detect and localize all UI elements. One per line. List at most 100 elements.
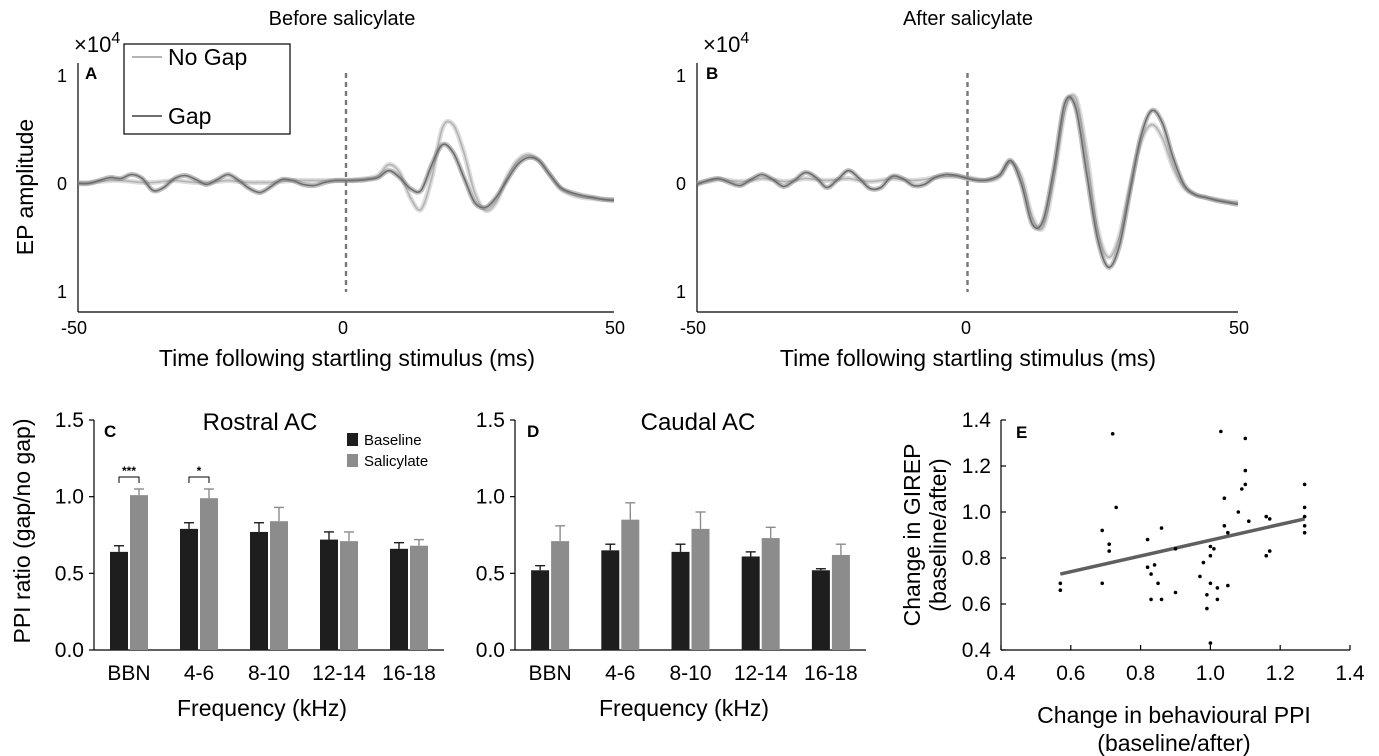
panel-b-series-group: [696, 73, 1239, 292]
scatter-point: [1058, 581, 1063, 586]
panel-d-title: Caudal AC: [641, 409, 756, 436]
panel-b-x-tick-label: -50: [680, 318, 706, 338]
panel-b-y-multiplier: ×104: [703, 30, 749, 57]
bar-baseline: [531, 570, 550, 650]
panel-d-x-axis-label: Frequency (kHz): [599, 695, 769, 721]
panel-c-label: C: [104, 422, 116, 441]
y-tick-label: 1.2: [962, 455, 991, 478]
legend-swatch-baseline: [347, 433, 358, 446]
scatter-point: [1302, 524, 1307, 528]
scatter-point: [1302, 505, 1307, 510]
x-tick-label: 0.6: [1056, 662, 1085, 685]
legend-label-gap: Gap: [168, 103, 211, 129]
panel-b-y-tick-label: 1: [676, 66, 686, 86]
y-tick-label: 0.4: [962, 639, 992, 662]
legend-box: [123, 43, 291, 135]
y-tick-label: 0.0: [476, 639, 505, 662]
bar-baseline: [811, 570, 830, 650]
y-tick-label: 0.5: [476, 562, 505, 585]
scatter-point: [1302, 530, 1307, 535]
scatter-point: [1208, 641, 1213, 645]
bar-salicylate: [340, 541, 358, 650]
panel-e-x-axis-label-line-1: Change in behavioural PPI: [1037, 702, 1311, 728]
y-tick-label: 0.0: [55, 639, 84, 662]
panel-e-fit-line-group: [1059, 517, 1306, 576]
x-tick-label: 1.4: [1335, 662, 1365, 685]
bar-salicylate: [200, 498, 218, 650]
bar-salicylate: [551, 541, 570, 650]
y-tick-label: 0.8: [962, 547, 991, 570]
x-tick-label: 0.4: [986, 662, 1016, 685]
scatter-point: [1226, 583, 1230, 588]
panel-e-label: E: [1016, 423, 1027, 442]
scatter-point: [1107, 542, 1111, 546]
scatter-point: [1152, 563, 1157, 567]
scatter-point: [1236, 510, 1241, 514]
x-tick-label: 16-18: [382, 662, 436, 685]
y-tick-label: 1.0: [962, 501, 991, 524]
panel-a-x-axis-label: Time following startling stimulus (ms): [159, 345, 535, 371]
scatter-point: [1145, 565, 1150, 569]
panel-a-line-chart: Before salicylate ×104 A 1 0 1 -50 0 50 …: [12, 8, 625, 371]
panel-e-scatter-chart: E 0.4 0.6 0.8 1.0 1.2 1.4 0.4 0.6 0.8 1.0 1.2 1.4 C…: [899, 409, 1365, 756]
significance-marker: *: [197, 464, 202, 478]
scatter-point: [1173, 547, 1178, 551]
scatter-point: [1243, 468, 1248, 473]
panel-c-legend: Baseline Salicylate: [347, 432, 428, 470]
panel-e-x-axis-label-line-2: (baseline/after): [1097, 730, 1250, 756]
panel-e-ticks: 0.4 0.6 0.8 1.0 1.2 1.4 0.4 0.6 0.8 1.0 1.2 1.4: [962, 409, 1365, 685]
scatter-point: [1208, 581, 1213, 586]
panel-a-y-axis-label: EP amplitude: [12, 119, 38, 255]
legend-label-no-gap: No Gap: [168, 44, 247, 70]
panel-c-significance: *** *: [118, 464, 210, 483]
panel-e-points: [1058, 429, 1307, 645]
scatter-point: [1215, 597, 1220, 602]
scatter-point: [1100, 581, 1105, 586]
panel-d-y-ticks: 0.0 0.5 1.0 1.5: [476, 409, 515, 662]
panel-b-y-tick-label: 0: [676, 174, 686, 194]
scatter-point: [1226, 530, 1230, 535]
scatter-point: [1145, 537, 1150, 542]
panel-a-legend: No Gap Gap: [123, 43, 291, 135]
bar-baseline: [110, 551, 128, 650]
series-line-gap: [696, 96, 1239, 269]
scatter-point: [1243, 436, 1248, 441]
panel-d-bar-chart: Caudal AC D 0.0 0.5 1.0 1.5 BBN 4-6 8-10 12-14…: [476, 409, 866, 721]
scatter-point: [1240, 487, 1244, 491]
scatter-point: [1222, 496, 1227, 501]
panel-a-y-tick-label: 1: [57, 66, 67, 86]
bar-baseline: [601, 550, 620, 650]
x-tick-label: 16-18: [804, 662, 858, 685]
panel-b-x-tick-label: 50: [1229, 318, 1249, 338]
scatter-point: [1114, 505, 1118, 510]
scatter-point: [1243, 482, 1248, 487]
bar-baseline: [250, 531, 268, 650]
panel-a-x-tick-label: 50: [605, 318, 625, 338]
panel-e-y-axis-label-line-2: (baseline/after): [925, 458, 951, 611]
scatter-point: [1173, 590, 1178, 595]
bar-salicylate: [691, 528, 710, 650]
panel-a-x-tick-label: 0: [338, 318, 348, 338]
panel-b-label: B: [706, 64, 718, 83]
panel-c-x-axis-label: Frequency (kHz): [177, 695, 347, 721]
bar-salicylate: [130, 495, 148, 650]
series-line-no-gap: [696, 94, 1239, 259]
scatter-point: [1107, 549, 1111, 553]
y-tick-label: 0.6: [962, 593, 991, 616]
panel-d-label: D: [527, 422, 539, 441]
scatter-point: [1159, 597, 1164, 602]
bar-salicylate: [831, 554, 850, 650]
bar-baseline: [390, 548, 408, 650]
legend-swatch-salicylate: [347, 454, 358, 467]
scatter-point: [1208, 553, 1213, 558]
bar-baseline: [180, 528, 198, 650]
scatter-point: [1058, 588, 1063, 592]
scatter-point: [1264, 514, 1269, 519]
scatter-point: [1198, 574, 1202, 579]
scatter-point: [1264, 553, 1269, 558]
x-tick-label: 0.8: [1126, 662, 1155, 685]
scatter-point: [1100, 528, 1105, 533]
x-tick-label: BBN: [107, 662, 150, 685]
panel-a-y-tick-label: 0: [57, 174, 67, 194]
